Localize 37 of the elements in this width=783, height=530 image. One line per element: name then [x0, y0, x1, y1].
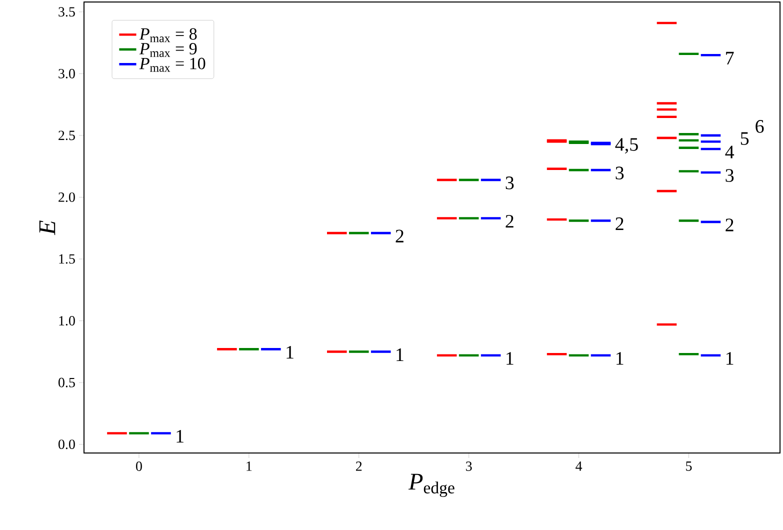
annotation: 6: [756, 120, 764, 133]
x-tick-label: 4: [576, 462, 582, 471]
annotation: 1: [286, 346, 294, 358]
x-tick-label: 3: [466, 462, 472, 471]
x-tick-label: 0: [136, 462, 142, 471]
annotation: 2: [616, 217, 624, 230]
x-tick-label: 1: [246, 462, 252, 471]
x-tick-label: 5: [686, 462, 692, 471]
y-tick-label: 0.0: [58, 440, 75, 450]
annotation: 1: [616, 352, 624, 365]
annotation: 3: [616, 166, 624, 180]
x-axis-title: P$_{edge}$: [408, 474, 454, 497]
annotation: 1: [726, 352, 734, 365]
annotation: 4,5: [615, 138, 638, 154]
annotation: 2: [726, 218, 734, 232]
annotation: 7: [726, 52, 734, 64]
x-tick-label: 2: [356, 462, 362, 471]
annotation: 2: [396, 230, 404, 242]
y-tick-label: 1.0: [59, 316, 75, 326]
y-tick-label: 0.5: [58, 378, 75, 388]
annotation: 1: [396, 348, 404, 361]
annotation: 5: [740, 132, 749, 145]
annotation: 4: [725, 146, 734, 158]
y-tick-label: 1.5: [59, 254, 75, 264]
y-tick-label: 2.5: [58, 130, 75, 140]
legend-label: P$_{max}$ = 9: [139, 43, 197, 57]
legend-label: P$_{max}$ = 10: [139, 58, 206, 72]
annotation: 3: [726, 169, 734, 182]
y-tick-label: 3.5: [58, 7, 75, 17]
annotation: 3: [506, 176, 514, 190]
annotation: 1: [506, 352, 514, 365]
y-axis-title: E: [39, 220, 56, 236]
annotation: 1: [176, 430, 184, 442]
y-tick-label: 3.0: [58, 68, 75, 78]
y-tick-label: 2.0: [58, 192, 75, 202]
annotation: 2: [506, 214, 514, 228]
legend-label: P$_{max}$ = 8: [139, 28, 197, 42]
